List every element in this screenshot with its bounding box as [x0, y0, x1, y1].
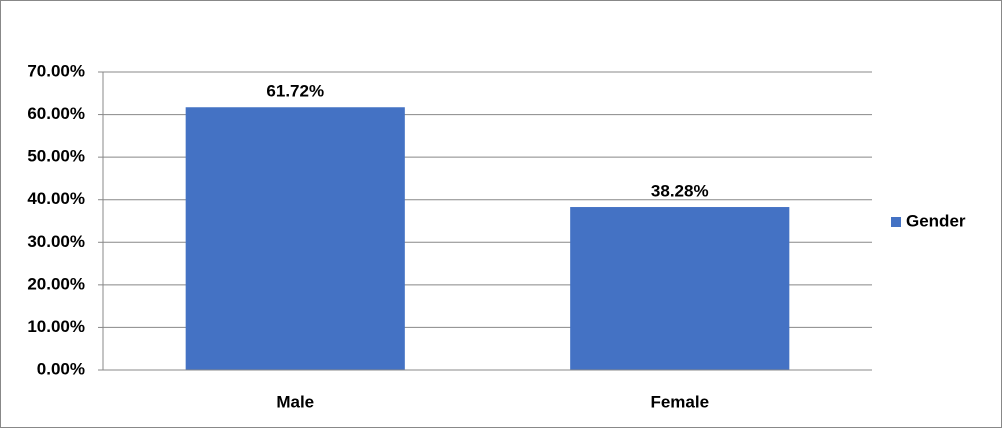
y-tick-label: 40.00%: [27, 189, 85, 208]
x-tick-label: Female: [650, 392, 709, 411]
y-tick-label: 0.00%: [37, 359, 85, 378]
y-tick-label: 10.00%: [27, 317, 85, 336]
legend-swatch: [891, 217, 901, 227]
y-tick-label: 70.00%: [27, 61, 85, 80]
data-label: 38.28%: [651, 182, 709, 201]
y-tick-label: 50.00%: [27, 147, 85, 166]
bar: [185, 107, 405, 370]
x-tick-label: Male: [276, 392, 314, 411]
legend-label: Gender: [906, 211, 966, 230]
y-tick-label: 30.00%: [27, 232, 85, 251]
y-tick-label: 60.00%: [27, 104, 85, 123]
bar: [570, 207, 790, 370]
data-label: 61.72%: [266, 82, 324, 101]
y-tick-label: 20.00%: [27, 274, 85, 293]
